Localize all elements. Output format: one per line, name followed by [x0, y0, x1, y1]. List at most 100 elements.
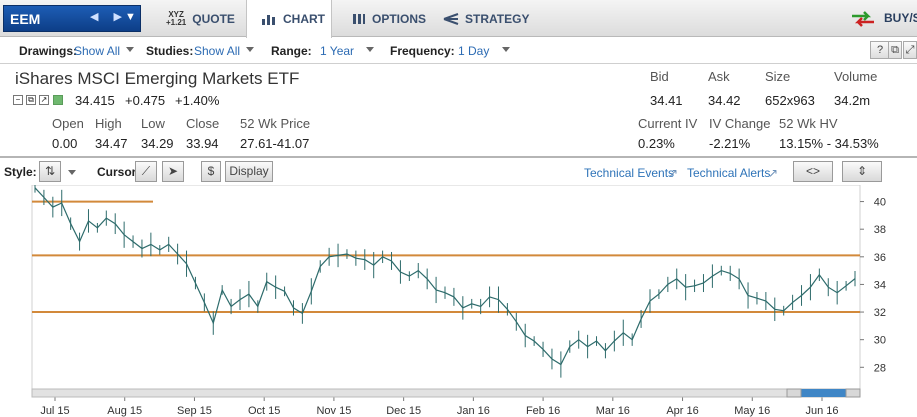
tab-chart[interactable]: CHART [246, 0, 332, 38]
buy-sell-icon[interactable] [850, 11, 876, 27]
scrollbar-track[interactable] [31, 388, 861, 398]
quote-icon: XYZ +1.21 [166, 9, 187, 27]
link-icon[interactable]: ↗ [39, 95, 49, 105]
style-chevron-down-icon[interactable] [68, 170, 76, 175]
current-iv-label: Current IV [638, 116, 698, 131]
bid-value: 34.41 [650, 93, 683, 108]
top-nav: EEM ◀ ▶ ▼ XYZ +1.21 QUOTE CHART OPTIONS S… [0, 0, 917, 38]
high-label: High [95, 116, 122, 131]
technical-events-link[interactable]: Technical Events [584, 166, 675, 180]
hv-value: 13.15% - 34.53% [779, 136, 879, 151]
x-tick-label: Jun 16 [805, 405, 838, 417]
security-name: iShares MSCI Emerging Markets ETF [15, 69, 300, 88]
tab-options-label: OPTIONS [372, 11, 427, 26]
drawings-label: Drawings: [19, 44, 78, 58]
range-select[interactable]: 1 Year [320, 44, 355, 58]
x-tick-label: Oct 15 [248, 405, 280, 417]
x-tick-label: Jul 15 [40, 405, 69, 417]
wk52-label: 52 Wk Price [240, 116, 311, 131]
x-tick-label: Dec 15 [386, 405, 421, 417]
tab-strategy-label: STRATEGY [465, 11, 530, 26]
open-label: Open [52, 116, 84, 131]
scrollbar-left-handle[interactable] [786, 388, 802, 398]
display-button[interactable]: Display [225, 161, 273, 182]
bar-chart-icon [262, 15, 275, 25]
studies-select[interactable]: Show All [194, 44, 241, 58]
tab-chart-label: CHART [283, 12, 325, 26]
scrollbar-right-handle[interactable] [845, 388, 861, 398]
ask-label: Ask [708, 69, 730, 84]
help-icon[interactable]: ? [870, 41, 890, 59]
collapse-icon[interactable]: − [13, 95, 23, 105]
style-label: Style: [4, 165, 37, 179]
close-value: 33.94 [186, 136, 219, 151]
symbol-text[interactable]: EEM [10, 11, 41, 27]
size-value: 652x963 [765, 93, 815, 108]
price-change-pct: +1.40% [175, 93, 220, 108]
y-tick-label: 38 [874, 224, 886, 236]
popout-icon[interactable]: ⧉ [888, 41, 902, 59]
drawings-select[interactable]: Show All [74, 44, 121, 58]
plot-area [31, 185, 861, 398]
tab-options[interactable]: OPTIONS [352, 0, 426, 37]
last-price: 34.415 [75, 93, 115, 108]
open-value: 0.00 [52, 136, 78, 151]
drawings-chevron-down-icon[interactable] [126, 47, 134, 52]
studies-chevron-down-icon[interactable] [246, 47, 254, 52]
buy-sell-label[interactable]: BUY/SE [884, 11, 917, 25]
external-link-icon[interactable]: ↗ [668, 166, 679, 180]
y-tick-label: 40 [874, 197, 886, 209]
frequency-chevron-down-icon[interactable] [502, 47, 510, 52]
pointer-cursor-icon[interactable]: ➤ [162, 161, 184, 182]
x-tick-label: Feb 16 [526, 405, 560, 417]
x-tick-label: Apr 16 [666, 405, 698, 417]
price-chart[interactable]: 28 30 32 34 36 38 40 Jul 15 Aug 15 Sep 15 Oct 15 N… [0, 185, 917, 417]
tab-quote-label: QUOTE [192, 11, 235, 26]
strategy-icon [443, 12, 459, 25]
expand-icon[interactable]: ⤢ [903, 41, 917, 59]
symbol-box[interactable]: EEM ◀ ▶ ▼ [3, 5, 141, 32]
range-label: Range: [271, 44, 312, 58]
iv-change-value: -2.21% [709, 136, 751, 151]
range-chevron-down-icon[interactable] [366, 47, 374, 52]
x-tick-label: Sep 15 [177, 405, 212, 417]
wk52-value: 27.61-41.07 [240, 136, 310, 151]
x-tick-label: Mar 16 [596, 405, 630, 417]
y-tick-label: 32 [874, 307, 886, 319]
y-tick-label: 36 [874, 252, 886, 264]
current-iv-value: 0.23% [638, 136, 675, 151]
tab-quote[interactable]: XYZ +1.21 QUOTE [166, 0, 235, 37]
volume-value: 34.2m [834, 93, 871, 108]
close-label: Close [186, 116, 220, 131]
cursor-label: Cursor: [97, 165, 141, 179]
size-label: Size [765, 69, 791, 84]
x-tick-label: Nov 15 [316, 405, 351, 417]
chart-style-icon[interactable]: ⇅ [39, 161, 61, 182]
iv-change-label: IV Change [709, 116, 771, 131]
options-icon [353, 13, 365, 24]
external-link-icon-2[interactable]: ↗ [768, 166, 779, 180]
frequency-label: Frequency: [390, 44, 455, 58]
low-value: 34.29 [141, 136, 174, 151]
section-divider [0, 156, 917, 158]
zoom-vertical-icon[interactable]: ⇕ [842, 161, 882, 182]
dollar-button[interactable]: $ [201, 161, 221, 182]
frequency-select[interactable]: 1 Day [458, 44, 490, 58]
x-tick-label: Aug 15 [107, 405, 142, 417]
bid-label: Bid [650, 69, 669, 84]
x-tick-label: Jan 16 [457, 405, 490, 417]
y-tick-label: 30 [874, 335, 886, 347]
technical-alerts-link[interactable]: Technical Alerts [687, 166, 771, 180]
tab-strategy[interactable]: STRATEGY [443, 0, 529, 37]
y-tick-label: 34 [874, 279, 886, 291]
symbol-dropdown-icon[interactable]: ▼ [125, 11, 136, 23]
chart-settings-bar: Drawings: Show All Studies: Show All Ran… [0, 38, 917, 64]
detach-icon[interactable]: ⧉ [26, 95, 36, 105]
low-label: Low [141, 116, 165, 131]
zoom-horizontal-icon[interactable]: <> [793, 161, 833, 182]
scrollbar-thumb[interactable] [787, 389, 860, 397]
crosshair-cursor-icon[interactable]: ⟋ [135, 161, 157, 182]
symbol-prev-next-icon[interactable]: ◀ ▶ [90, 11, 128, 23]
status-indicator-icon [53, 95, 63, 105]
